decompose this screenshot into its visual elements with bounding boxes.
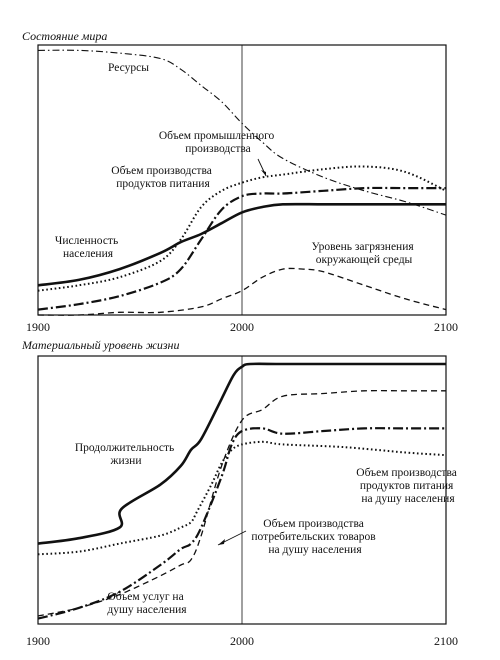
x-tick-label: 1900 xyxy=(26,634,50,648)
series-label: Объем промышленного производства xyxy=(159,130,277,155)
chart-title: Материальный уровень жизни xyxy=(21,338,180,352)
series-label: Ресурсы xyxy=(108,62,149,74)
series-line-1-3 xyxy=(37,389,446,617)
series-label: Продолжительность жизни xyxy=(75,442,177,467)
series-line-1-0 xyxy=(37,362,447,545)
chart-world-state: Состояние мира Ресурсы Объем промышленно… xyxy=(22,29,458,334)
series-line-1-2 xyxy=(37,427,446,620)
x-tick-label: 2100 xyxy=(434,320,458,334)
series-label: Объем услуг на душу населения xyxy=(107,591,187,616)
series-line-0-1 xyxy=(37,165,447,292)
series-layer xyxy=(37,362,447,620)
leader-arrowhead xyxy=(261,170,266,176)
chart-title: Состояние мира xyxy=(22,29,107,43)
series-label: Объем производства продуктов питания xyxy=(111,165,214,190)
x-tick-label: 2100 xyxy=(434,634,458,648)
series-label: Объем производства потребительских товар… xyxy=(251,518,378,556)
leader-arrowhead xyxy=(218,539,225,545)
series-layer xyxy=(37,49,447,316)
series-label: Численность населения xyxy=(55,235,121,260)
chart-living-standard: Материальный уровень жизни Продолжительн… xyxy=(21,338,459,648)
series-label: Объем производства продуктов питания на … xyxy=(356,467,459,505)
series-line-0-0 xyxy=(37,49,447,216)
series-line-0-4 xyxy=(37,267,447,316)
x-tick-label: 1900 xyxy=(26,320,50,334)
series-label: Уровень загрязнения окружающей среды xyxy=(311,241,416,266)
series-line-0-3 xyxy=(37,202,446,287)
x-tick-label: 2000 xyxy=(230,634,254,648)
x-tick-label: 2000 xyxy=(230,320,254,334)
series-line-0-2 xyxy=(37,186,446,311)
